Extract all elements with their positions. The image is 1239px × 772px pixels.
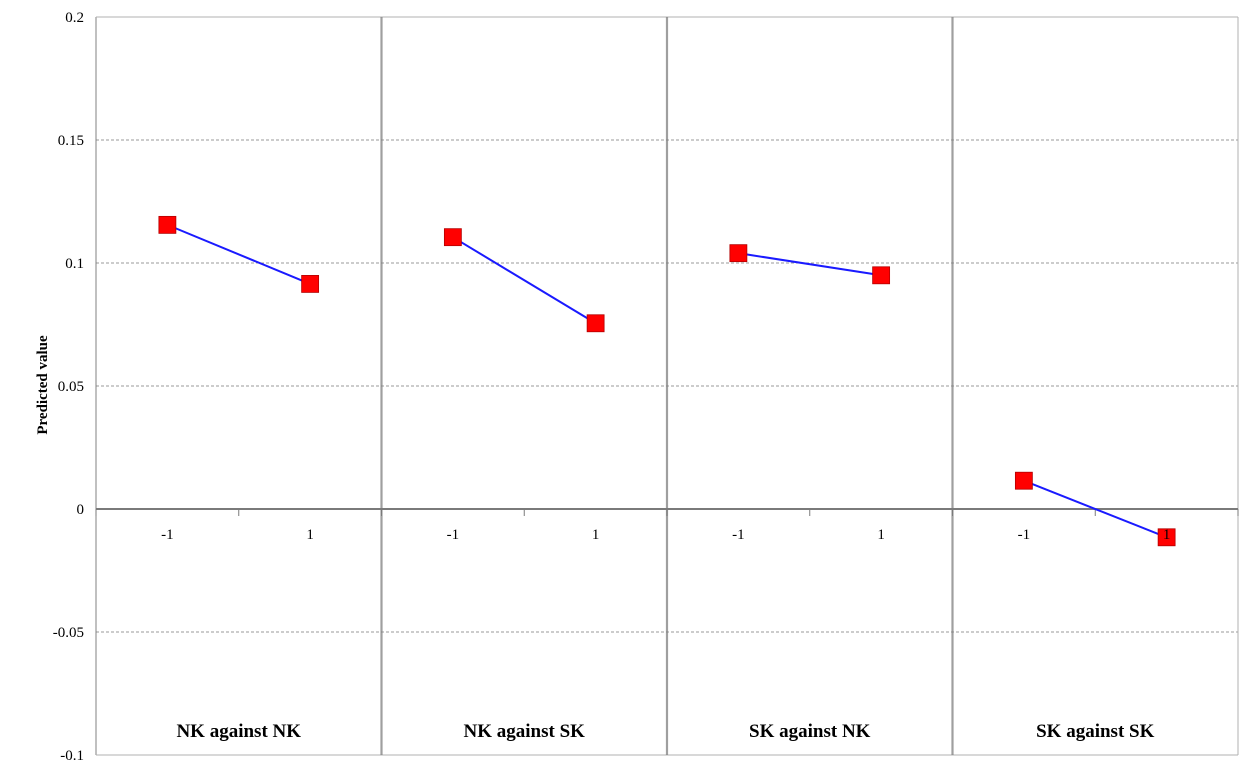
x-tick-label: -1	[161, 527, 174, 543]
y-tick-label: 0	[77, 502, 85, 518]
x-tick-label: 1	[592, 527, 600, 543]
panel-title: NK against NK	[176, 721, 301, 742]
y-axis-ticks: 0.2 0.15 0.1 0.05 0 -0.05 -0.1	[53, 10, 84, 764]
y-tick-label: 0.05	[58, 379, 84, 395]
panel-title: SK against SK	[1036, 721, 1154, 742]
x-tick-label: -1	[732, 527, 745, 543]
panel-dividers	[380, 17, 954, 755]
x-tick-label: 1	[1163, 527, 1171, 543]
series-line	[452, 236, 597, 325]
data-point-marker	[729, 244, 748, 263]
data-point-marker	[158, 215, 177, 234]
data-point-marker	[586, 314, 605, 333]
y-tick-label: -0.05	[53, 625, 84, 641]
x-tick-label: -1	[1018, 527, 1031, 543]
data-point-marker	[443, 228, 462, 247]
data-point-marker	[872, 266, 891, 285]
panel-title: NK against SK	[464, 721, 586, 742]
data-point-marker	[301, 275, 320, 293]
series-layer	[158, 215, 1176, 547]
y-tick-label: 0.2	[65, 10, 84, 26]
y-axis-title: Predicted value	[35, 335, 51, 435]
y-tick-label: 0.1	[65, 256, 84, 272]
data-point-marker	[1014, 471, 1033, 490]
y-tick-label: -0.1	[60, 748, 84, 764]
series-line	[738, 252, 882, 277]
label-layer: -1 1 NK against NK -1 1 NK against SK -1 1 SK ag…	[161, 527, 1170, 742]
series-line	[166, 223, 311, 285]
x-axis	[95, 508, 1239, 516]
x-tick-label: 1	[877, 527, 885, 543]
series-line	[1023, 479, 1167, 539]
x-tick-label: 1	[306, 527, 314, 543]
panel-title: SK against NK	[749, 721, 871, 742]
data-point-marker	[1157, 528, 1176, 547]
x-tick-label: -1	[447, 527, 460, 543]
y-tick-label: 0.15	[58, 133, 84, 149]
